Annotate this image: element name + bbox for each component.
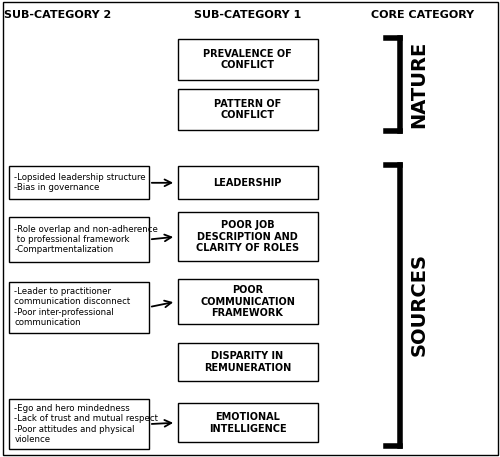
FancyBboxPatch shape [178, 212, 318, 261]
Text: NATURE: NATURE [410, 41, 428, 128]
Text: SOURCES: SOURCES [410, 253, 428, 356]
Text: LEADERSHIP: LEADERSHIP [214, 178, 282, 188]
Text: EMOTIONAL
INTELLIGENCE: EMOTIONAL INTELLIGENCE [208, 412, 286, 434]
Text: PREVALENCE OF
CONFLICT: PREVALENCE OF CONFLICT [203, 48, 292, 70]
FancyBboxPatch shape [178, 279, 318, 324]
FancyBboxPatch shape [178, 166, 318, 199]
FancyBboxPatch shape [178, 404, 318, 442]
Text: -Ego and hero mindedness
-Lack of trust and mutual respect
-Poor attitudes and p: -Ego and hero mindedness -Lack of trust … [14, 404, 158, 444]
FancyBboxPatch shape [178, 343, 318, 381]
Text: POOR
COMMUNICATION
FRAMEWORK: POOR COMMUNICATION FRAMEWORK [200, 285, 295, 318]
FancyBboxPatch shape [10, 217, 148, 262]
Text: -Lopsided leadership structure
-Bias in governance: -Lopsided leadership structure -Bias in … [14, 173, 146, 192]
FancyBboxPatch shape [10, 399, 148, 449]
Text: SUB-CATEGORY 2: SUB-CATEGORY 2 [4, 10, 111, 20]
FancyBboxPatch shape [10, 166, 148, 199]
Text: POOR JOB
DESCRIPTION AND
CLARITY OF ROLES: POOR JOB DESCRIPTION AND CLARITY OF ROLE… [196, 220, 299, 253]
FancyBboxPatch shape [10, 282, 148, 333]
Text: -Leader to practitioner
communication disconnect
-Poor inter-professional
commun: -Leader to practitioner communication di… [14, 287, 131, 327]
Text: DISPARITY IN
REMUNERATION: DISPARITY IN REMUNERATION [204, 351, 291, 373]
Text: -Role overlap and non-adherence
 to professional framework
-Compartmentalization: -Role overlap and non-adherence to profe… [14, 224, 158, 255]
Text: CORE CATEGORY: CORE CATEGORY [371, 10, 474, 20]
Text: PATTERN OF
CONFLICT: PATTERN OF CONFLICT [214, 99, 281, 121]
FancyBboxPatch shape [178, 89, 318, 130]
Text: SUB-CATEGORY 1: SUB-CATEGORY 1 [194, 10, 301, 20]
FancyBboxPatch shape [178, 39, 318, 80]
